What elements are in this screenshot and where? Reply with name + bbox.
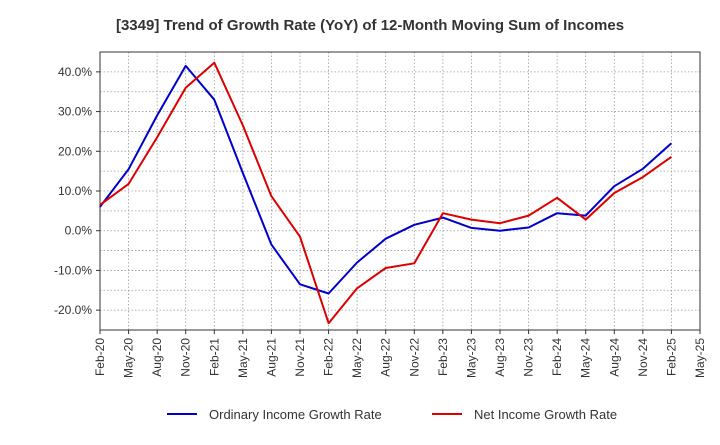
x-tick-label: Aug-23 xyxy=(493,338,507,377)
x-tick-label: Feb-23 xyxy=(436,338,450,376)
x-tick-label: Feb-20 xyxy=(93,338,107,376)
y-tick-label: 30.0% xyxy=(58,105,92,119)
x-tick-label: Aug-21 xyxy=(264,338,278,377)
legend-label: Net Income Growth Rate xyxy=(474,407,617,422)
series-line-ordinary-income xyxy=(99,64,673,295)
axes: -20.0% -10.0% 0.0% 10.0% 20.0% 30.0% 40.0% Feb-… xyxy=(54,51,707,378)
y-tick-label: 20.0% xyxy=(58,144,92,158)
x-tick-label: Nov-21 xyxy=(293,338,307,377)
series-lines xyxy=(99,61,673,325)
x-tick-label: Aug-20 xyxy=(150,338,164,377)
x-tick-label: May-25 xyxy=(693,338,707,378)
x-tick-label: Nov-22 xyxy=(407,338,421,377)
x-tick-label: Nov-20 xyxy=(179,338,193,377)
x-tick-label: Nov-24 xyxy=(636,338,650,377)
grid xyxy=(99,51,701,331)
x-tick-label: May-21 xyxy=(236,338,250,378)
x-tick-label: Feb-21 xyxy=(207,338,221,376)
x-tick-label: Feb-25 xyxy=(664,338,678,376)
x-tick-label: Aug-24 xyxy=(607,338,621,377)
legend: Ordinary Income Growth Rate Net Income Gr… xyxy=(167,407,617,422)
y-tick-label: 40.0% xyxy=(58,65,92,79)
chart-title: [3349] Trend of Growth Rate (YoY) of 12-… xyxy=(116,17,624,34)
x-tick-label: Feb-24 xyxy=(550,338,564,376)
x-tick-label: May-24 xyxy=(579,338,593,378)
x-tick-label: Feb-22 xyxy=(322,338,336,376)
y-tick-label: 10.0% xyxy=(58,184,92,198)
x-tick-label: Aug-22 xyxy=(379,338,393,377)
x-tick-label: May-23 xyxy=(464,338,478,378)
y-tick-label: 0.0% xyxy=(65,224,93,238)
x-tick-label: May-20 xyxy=(122,338,136,378)
x-tick-label: May-22 xyxy=(350,338,364,378)
y-tick-label: -10.0% xyxy=(54,263,92,277)
plot-area xyxy=(100,52,700,330)
legend-label: Ordinary Income Growth Rate xyxy=(209,407,382,422)
y-tick-label: -20.0% xyxy=(54,303,92,317)
series-line-net-income xyxy=(99,61,672,325)
x-tick-label: Nov-23 xyxy=(522,338,536,377)
